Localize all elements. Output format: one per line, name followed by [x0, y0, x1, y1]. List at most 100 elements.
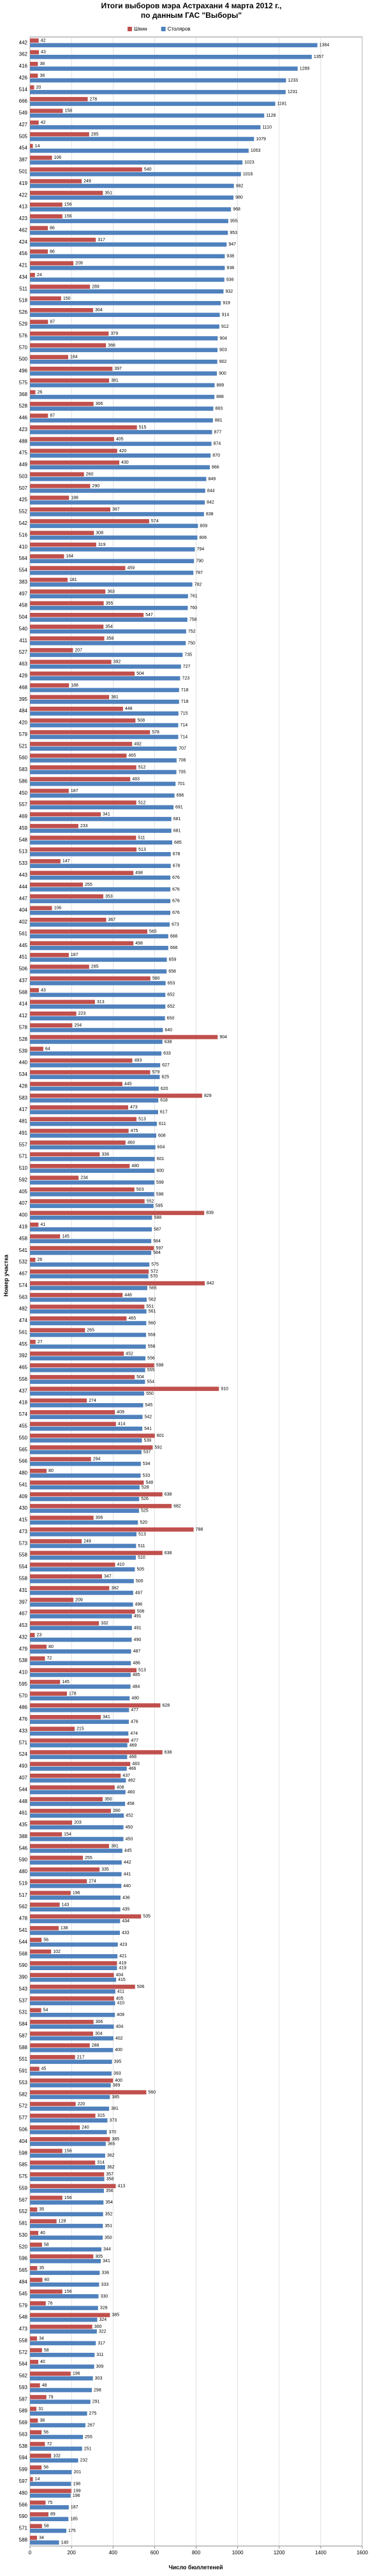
value-label: 285 [91, 132, 99, 136]
y-tick-label: 421 [19, 263, 28, 269]
y-tick-label: 411 [19, 638, 27, 644]
value-label: 604 [158, 1145, 165, 1150]
value-label: 304 [95, 2031, 103, 2036]
bar [30, 348, 218, 353]
value-label: 706 [179, 758, 186, 763]
bar [30, 2500, 46, 2505]
value-label: 758 [189, 617, 197, 622]
y-tick-label: 527 [19, 649, 28, 655]
bar [30, 1199, 145, 1203]
bar [30, 1063, 161, 1068]
value-label: 468 [129, 1755, 136, 1760]
x-tick-label: 1200 [274, 2550, 285, 2556]
value-label: 505 [136, 1568, 144, 1572]
value-label: 508 [137, 719, 145, 723]
y-tick-label: 560 [19, 755, 28, 761]
bar [30, 1445, 153, 1450]
value-label: 415 [118, 1978, 126, 1982]
value-label: 209 [75, 261, 83, 266]
bar [30, 441, 212, 446]
value-label: 809 [200, 524, 207, 528]
bar [30, 402, 94, 406]
value-label: 673 [172, 922, 179, 927]
y-tick-label: 570 [19, 344, 28, 350]
y-tick-label: 422 [19, 192, 28, 198]
value-label: 23 [36, 1633, 41, 1637]
value-label: 658 [168, 969, 176, 974]
bar [30, 524, 198, 528]
value-label: 381 [111, 378, 119, 383]
bar [30, 1555, 136, 1560]
y-tick-label: 548 [19, 2315, 28, 2320]
y-tick-label: 574 [19, 1411, 28, 1417]
y-tick-label: 570 [19, 1693, 28, 1698]
value-label: 260 [86, 473, 94, 477]
value-label: 40 [40, 2360, 45, 2364]
y-tick-label: 590 [19, 1962, 28, 1968]
bar [30, 149, 249, 153]
y-tick-label: 482 [19, 1306, 28, 1312]
bar [30, 2289, 62, 2294]
value-label: 450 [126, 1837, 133, 1841]
bar [30, 2458, 78, 2463]
bar [30, 507, 111, 512]
y-tick-label: 392 [19, 1353, 28, 1358]
value-label: 953 [230, 231, 237, 235]
bar [30, 343, 107, 348]
y-tick-label: 368 [19, 392, 28, 397]
value-label: 234 [80, 1176, 88, 1181]
y-tick-label: 476 [19, 1716, 28, 1722]
y-tick-label: 561 [19, 931, 28, 936]
value-label: 405 [116, 1996, 124, 2001]
bar [30, 535, 198, 540]
bar [30, 2114, 96, 2118]
bar [30, 641, 186, 645]
value-label: 410 [117, 1563, 125, 1567]
bar [30, 1332, 147, 1337]
value-label: 452 [126, 1814, 133, 1818]
value-label: 580 [152, 976, 160, 981]
bar [30, 1515, 94, 1520]
value-label: 336 [101, 2271, 109, 2276]
y-tick-label: 568 [19, 989, 28, 995]
bar [30, 1931, 120, 1935]
bar [30, 688, 179, 693]
bar [30, 875, 171, 880]
bar [30, 652, 183, 658]
bar [30, 559, 195, 564]
value-label: 537 [143, 1450, 151, 1455]
value-label: 442 [124, 1860, 131, 1865]
y-tick-label: 453 [19, 1623, 28, 1628]
value-label: 304 [95, 308, 103, 313]
value-label: 48 [42, 2383, 47, 2388]
value-label: 305 [95, 2255, 103, 2259]
value-label: 400 [115, 2079, 122, 2083]
bar [30, 859, 61, 864]
bar [30, 1684, 131, 1689]
value-label: 365 [108, 2142, 115, 2146]
bar [30, 671, 135, 676]
value-label: 842 [207, 1281, 214, 1286]
value-label: 156 [64, 2149, 72, 2153]
value-label: 251 [84, 2447, 92, 2451]
value-label: 414 [118, 1422, 126, 1427]
y-tick-label: 587 [19, 2396, 28, 2402]
value-label: 87 [50, 414, 55, 418]
bar [30, 917, 107, 922]
value-label: 595 [156, 1204, 163, 1209]
value-label: 435 [122, 1908, 130, 1912]
y-tick-label: 558 [19, 1575, 28, 1581]
y-tick-label: 484 [19, 2279, 28, 2285]
value-label: 405 [116, 437, 124, 441]
y-tick-label: 595 [19, 1681, 28, 1687]
value-label: 448 [125, 707, 133, 711]
y-tick-label: 550 [19, 1435, 28, 1441]
y-tick-label: 575 [19, 2174, 28, 2179]
bar [30, 871, 134, 876]
bar [30, 2137, 110, 2142]
y-tick-label: 544 [19, 1939, 28, 1945]
bar [30, 1110, 158, 1115]
value-label: 335 [101, 1867, 109, 1872]
bar [30, 2278, 43, 2283]
value-label: 1231 [288, 90, 298, 94]
